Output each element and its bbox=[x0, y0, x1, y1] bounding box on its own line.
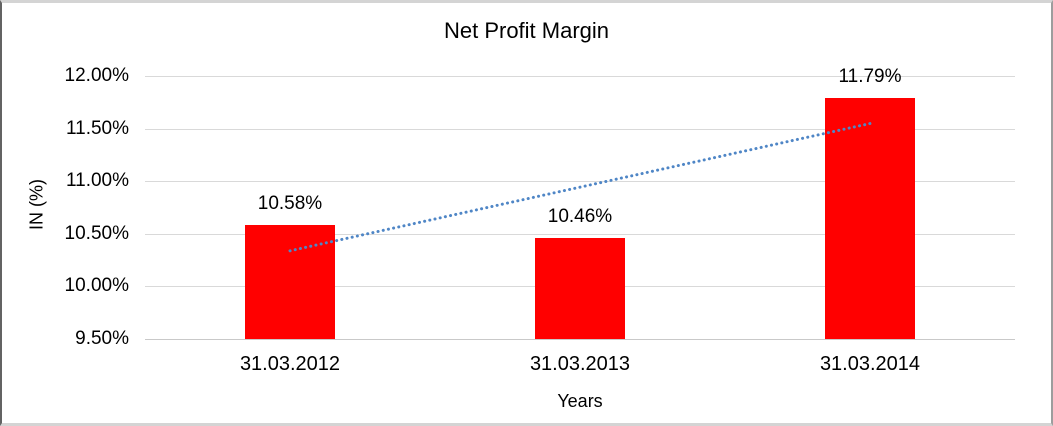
y-tick-label: 10.50% bbox=[64, 223, 129, 244]
bar-data-label: 10.58% bbox=[257, 193, 323, 214]
gridline bbox=[145, 76, 1015, 77]
gridline bbox=[145, 129, 1015, 130]
y-tick-label: 12.00% bbox=[64, 65, 129, 86]
y-tick-label: 11.50% bbox=[65, 118, 129, 139]
bar-data-label: 11.79% bbox=[838, 66, 902, 87]
y-tick-label: 9.50% bbox=[75, 328, 129, 349]
bar-data-label: 10.46% bbox=[547, 206, 613, 227]
x-tick-label: 31.03.2014 bbox=[819, 353, 921, 375]
x-tick-label: 31.03.2012 bbox=[239, 353, 341, 375]
y-tick-label: 11.00% bbox=[65, 170, 129, 191]
gridline bbox=[145, 181, 1015, 182]
bar bbox=[535, 238, 625, 339]
y-tick-label: 10.00% bbox=[64, 275, 129, 296]
gridline bbox=[145, 234, 1015, 235]
bar bbox=[825, 98, 915, 339]
x-axis-title: Years bbox=[557, 391, 603, 411]
chart-title: Net Profit Margin bbox=[443, 18, 610, 43]
net-profit-margin-chart: Net Profit Margin IN (%) 12.00% 11.50% 11.… bbox=[2, 3, 1051, 423]
x-axis-line bbox=[145, 339, 1015, 340]
trendline bbox=[288, 122, 872, 253]
x-tick-label: 31.03.2013 bbox=[529, 353, 631, 375]
trendline-svg bbox=[288, 122, 872, 253]
